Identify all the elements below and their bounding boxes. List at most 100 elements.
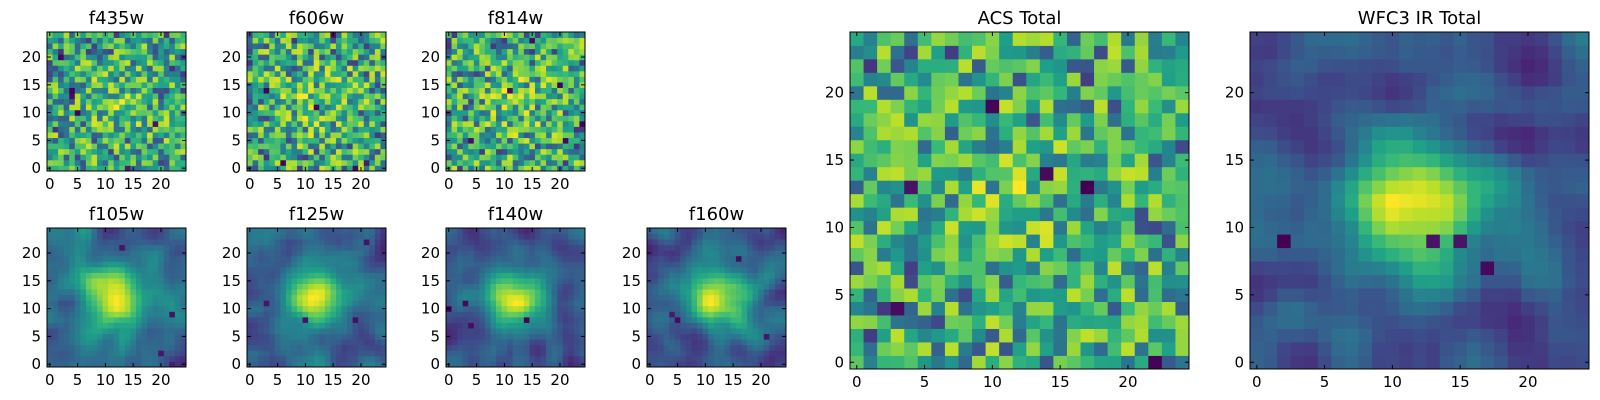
heatmap-cell	[652, 333, 659, 340]
heatmap-cell	[468, 32, 475, 38]
heatmap-cell	[774, 355, 781, 362]
heatmap-cell	[174, 228, 181, 234]
heatmap-cell	[163, 154, 170, 161]
heatmap-cell	[52, 148, 59, 155]
heatmap-cell	[523, 233, 530, 240]
heatmap-cell	[534, 148, 541, 155]
heatmap-cell	[263, 104, 270, 111]
heatmap-cell	[91, 37, 98, 44]
heatmap-cell	[540, 283, 547, 290]
heatmap-cell	[291, 294, 298, 301]
heatmap-cell	[308, 87, 315, 94]
heatmap-cell	[546, 54, 553, 61]
heatmap-cell	[63, 316, 70, 323]
heatmap-cell	[91, 137, 98, 144]
heatmap-cell	[74, 233, 81, 240]
heatmap-cell	[130, 76, 137, 83]
heatmap-cell	[551, 328, 558, 335]
heatmap-cell	[457, 154, 464, 161]
heatmap-cell	[523, 322, 530, 329]
heatmap-cell	[534, 333, 541, 340]
heatmap-cell	[180, 65, 187, 72]
heatmap-cell	[490, 32, 497, 38]
heatmap-cell	[451, 328, 458, 335]
heatmap-cell	[341, 43, 348, 50]
heatmap-cell	[579, 32, 586, 38]
heatmap-cell	[518, 59, 525, 66]
heatmap-cell	[669, 361, 676, 368]
heatmap-cell	[374, 43, 381, 50]
heatmap-cell	[747, 283, 754, 290]
heatmap-cell	[462, 344, 469, 351]
heatmap-cell	[141, 98, 148, 105]
heatmap-cell	[280, 98, 287, 105]
heatmap-cell	[124, 165, 131, 172]
heatmap-cell	[280, 48, 287, 55]
heatmap-cell	[741, 300, 748, 307]
heatmap-cell	[58, 339, 65, 346]
heatmap-cell	[457, 54, 464, 61]
heatmap-cell	[735, 283, 742, 290]
heatmap-cell	[174, 148, 181, 155]
heatmap-cell	[719, 333, 726, 340]
heatmap-cell	[74, 250, 81, 257]
heatmap-cell	[512, 283, 519, 290]
heatmap-cell	[63, 104, 70, 111]
heatmap-cell	[724, 239, 731, 246]
heatmap-cell	[752, 255, 759, 262]
heatmap-cell	[52, 316, 59, 323]
heatmap-cell	[302, 311, 309, 318]
heatmap-cell	[763, 255, 770, 262]
heatmap-cell	[551, 109, 558, 116]
heatmap-cell	[529, 272, 536, 279]
heatmap-cell	[158, 59, 165, 66]
heatmap-cell	[702, 328, 709, 335]
heatmap-cell	[74, 261, 81, 268]
heatmap-cell	[730, 333, 737, 340]
heatmap-cell	[80, 350, 87, 357]
heatmap-cell	[119, 266, 126, 273]
heatmap-cell	[877, 153, 892, 168]
heatmap-cell	[102, 70, 109, 77]
heatmap-cell	[69, 266, 76, 273]
heatmap-cell	[141, 148, 148, 155]
heatmap-cell	[169, 289, 176, 296]
heatmap-cell	[252, 300, 259, 307]
heatmap-cell	[769, 305, 776, 312]
heatmap-cell	[347, 250, 354, 257]
heatmap-cell	[1053, 234, 1068, 249]
heatmap-cell	[850, 355, 864, 370]
heatmap-cell	[579, 272, 586, 279]
heatmap-cell	[1080, 180, 1095, 195]
heatmap-cell	[74, 311, 81, 318]
heatmap-cell	[658, 272, 665, 279]
heatmap-cell	[347, 109, 354, 116]
heatmap-cell	[374, 250, 381, 257]
heatmap-cell	[363, 109, 370, 116]
heatmap-cell	[330, 54, 337, 61]
heatmap-cell	[247, 266, 253, 273]
heatmap-cell	[85, 48, 92, 55]
heatmap-cell	[877, 234, 892, 249]
heatmap-cell	[534, 266, 541, 273]
heatmap-cell	[468, 98, 475, 105]
heatmap-cell	[308, 76, 315, 83]
heatmap-cell	[730, 355, 737, 362]
heatmap-cell	[324, 65, 331, 72]
heatmap-cell	[174, 37, 181, 44]
heatmap-cell	[573, 361, 580, 368]
heatmap-cell	[985, 193, 1000, 208]
heatmap-cell	[518, 250, 525, 257]
heatmap-cell	[501, 132, 508, 139]
heatmap-cell	[652, 272, 659, 279]
heatmap-cell	[774, 278, 781, 284]
heatmap-cell	[724, 278, 731, 284]
heatmap-cell	[501, 300, 508, 307]
heatmap-cell	[108, 333, 115, 340]
heatmap-cell	[97, 328, 103, 335]
heatmap-cell	[269, 82, 276, 88]
heatmap-cell	[931, 166, 946, 181]
heatmap-cell	[74, 93, 81, 100]
heatmap-cell	[158, 350, 165, 357]
heatmap-cell	[529, 289, 536, 296]
